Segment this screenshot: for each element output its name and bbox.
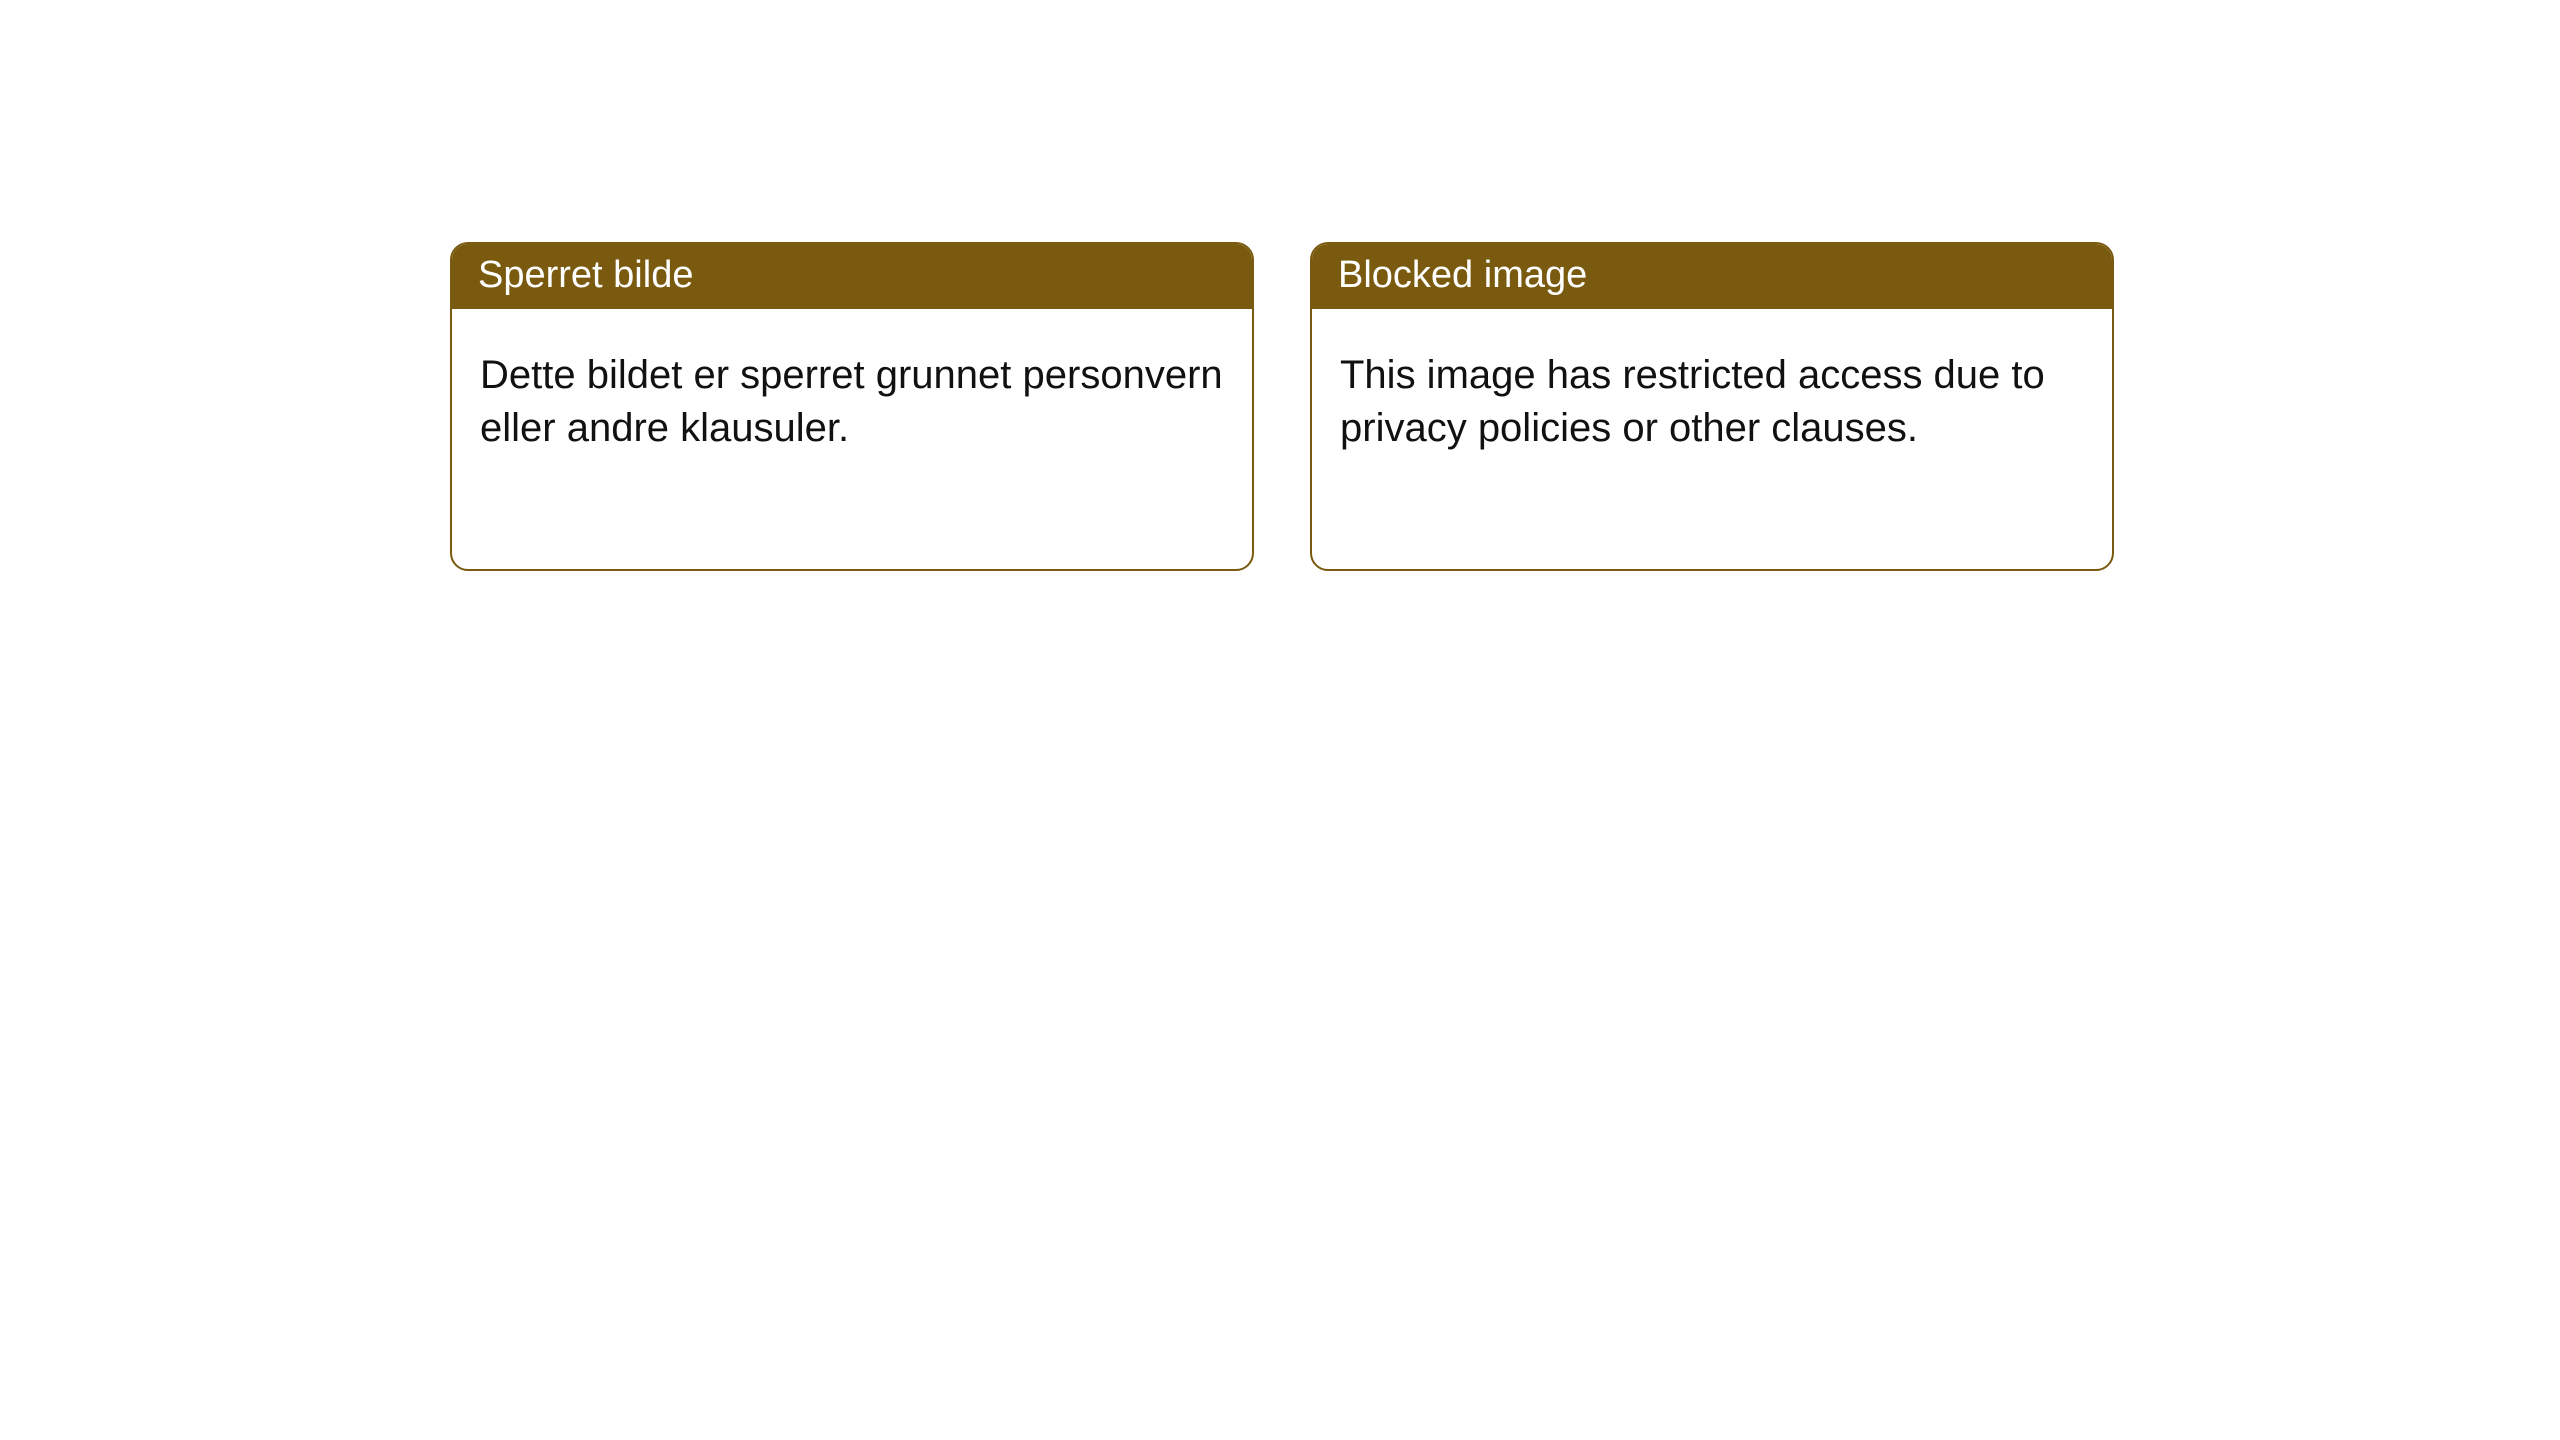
notice-title-no: Sperret bilde bbox=[452, 244, 1252, 309]
notice-body-no: Dette bildet er sperret grunnet personve… bbox=[452, 309, 1252, 569]
notice-title-en: Blocked image bbox=[1312, 244, 2112, 309]
notice-card-no: Sperret bilde Dette bildet er sperret gr… bbox=[450, 242, 1254, 571]
notice-card-en: Blocked image This image has restricted … bbox=[1310, 242, 2114, 571]
notice-container: Sperret bilde Dette bildet er sperret gr… bbox=[0, 0, 2560, 571]
notice-body-en: This image has restricted access due to … bbox=[1312, 309, 2112, 569]
